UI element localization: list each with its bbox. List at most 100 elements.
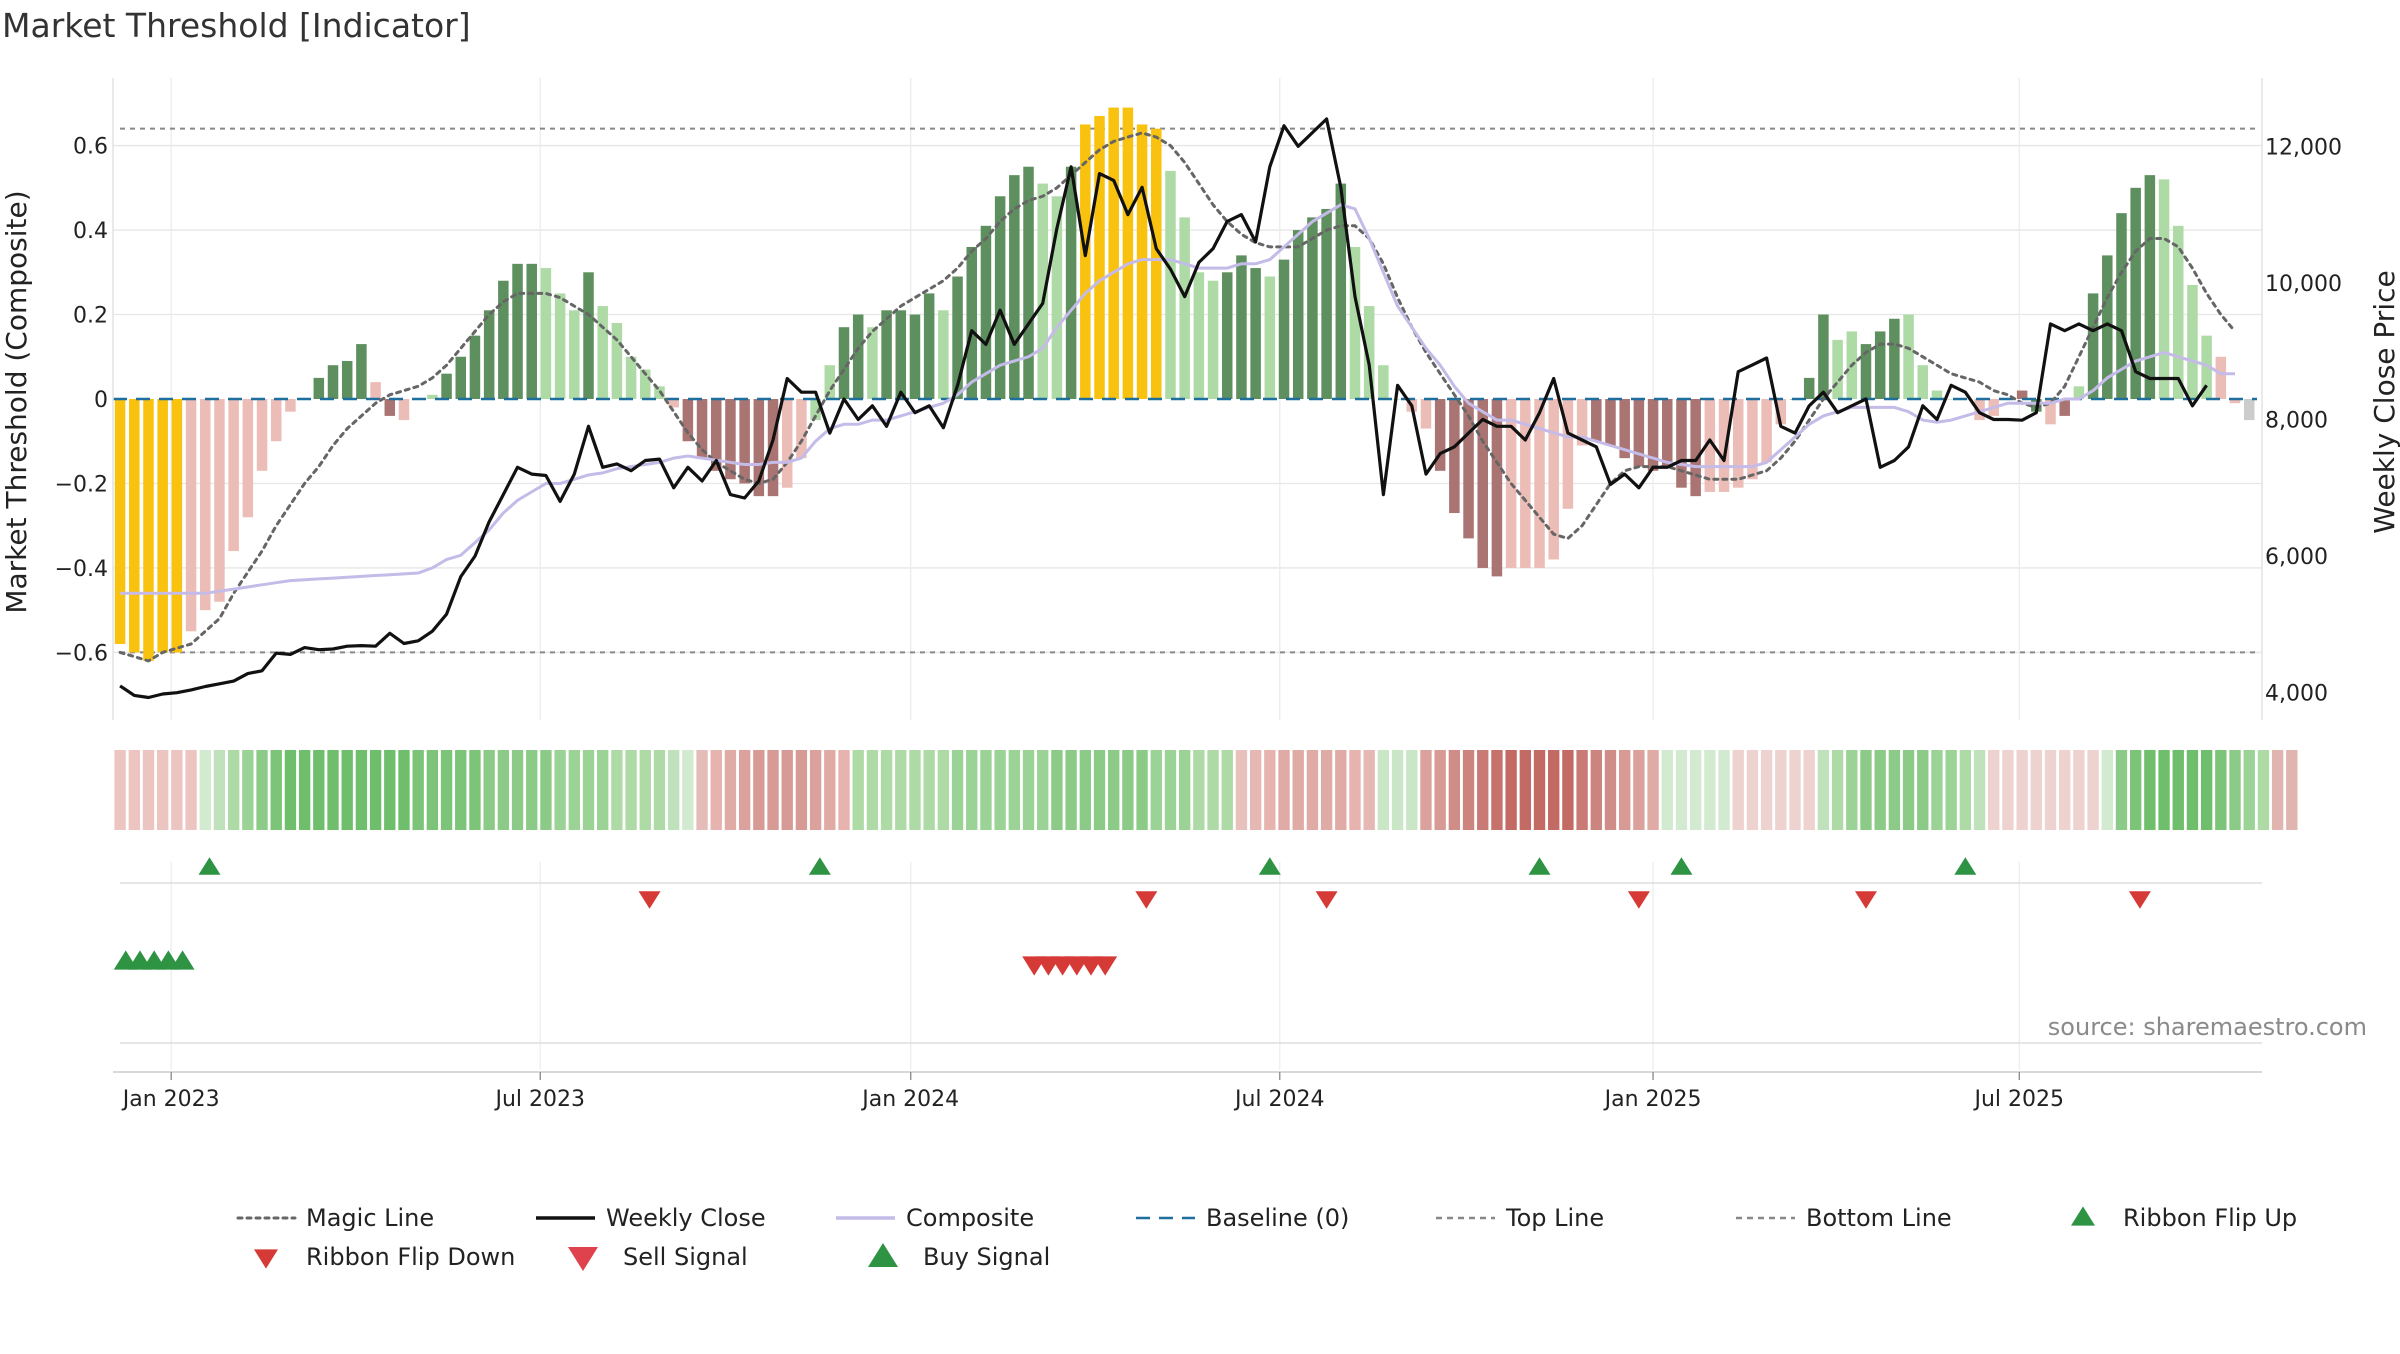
- composite-bar: [1136, 124, 1148, 400]
- ribbon-cell: [625, 750, 637, 830]
- ribbon-cell: [582, 750, 595, 830]
- composite-bar: [569, 310, 580, 399]
- composite-bar: [895, 310, 907, 399]
- composite-bar: [1449, 399, 1460, 514]
- composite-bar: [1051, 196, 1063, 399]
- ribbon-cell: [809, 750, 822, 830]
- ribbon-cell: [951, 750, 964, 830]
- ribbon-flip-down-marker: [1627, 891, 1650, 909]
- y-tick-label: −0.6: [55, 641, 108, 666]
- composite-bar: [1420, 399, 1432, 429]
- ribbon-cell: [157, 750, 169, 830]
- ribbon-cell: [369, 750, 382, 830]
- ribbon-cell: [1689, 750, 1702, 830]
- composite-bar: [1945, 399, 1957, 400]
- ribbon-cell: [526, 750, 538, 830]
- composite-bar: [313, 377, 325, 399]
- composite-bar: [711, 399, 722, 471]
- composite-bar: [980, 225, 992, 399]
- composite-bar: [1619, 399, 1630, 459]
- ribbon-cell: [426, 750, 439, 830]
- ribbon-cell: [313, 750, 325, 830]
- ribbon-cell: [1306, 750, 1319, 830]
- ribbon-cell: [781, 750, 793, 830]
- ribbon-cell: [1675, 750, 1688, 830]
- composite-bar: [952, 276, 963, 399]
- composite-bar: [1151, 128, 1162, 399]
- composite-bar: [739, 399, 750, 484]
- ribbon-cell: [1320, 750, 1333, 830]
- composite-bar: [625, 356, 637, 399]
- composite-bar: [1165, 170, 1176, 399]
- composite-bar: [1207, 280, 1219, 399]
- composite-bar: [1732, 399, 1744, 488]
- ribbon-flip-down-marker: [1854, 891, 1877, 909]
- composite-bar: [2201, 335, 2212, 399]
- x-tick-label: Jan 2025: [1603, 1087, 1702, 1112]
- composite-bar: [938, 310, 949, 399]
- composite-bar: [455, 356, 467, 399]
- ribbon-cell: [1619, 750, 1631, 830]
- composite-bar: [810, 399, 821, 421]
- ribbon-cell: [2229, 750, 2241, 830]
- composite-bar: [2130, 187, 2141, 399]
- ribbon-cell: [1732, 750, 1744, 830]
- ribbon-cell: [1178, 750, 1191, 830]
- y-tick-labels: −0.6 −0.4 −0.2 0 0.2 0.4 0.6: [55, 135, 108, 667]
- ribbon-cell: [2243, 750, 2255, 830]
- ribbon-cell: [753, 750, 765, 830]
- composite-bar: [781, 399, 793, 488]
- source-note: source: sharemaestro.com: [2048, 1013, 2367, 1041]
- ribbon-cell: [2257, 750, 2270, 830]
- composite-bar: [1491, 399, 1503, 577]
- ribbon-cell: [298, 750, 311, 830]
- composite-bar: [753, 399, 765, 497]
- reference-lines: [120, 127, 2257, 654]
- composite-bar: [498, 280, 509, 399]
- ribbon-cell: [1945, 750, 1957, 830]
- composite-bar: [1761, 399, 1772, 463]
- x-tick-label: Jan 2023: [121, 1087, 220, 1112]
- ribbon-cell: [2073, 750, 2085, 830]
- ribbon-cell: [199, 750, 211, 830]
- composite-bar: [909, 314, 921, 399]
- composite-bar: [1690, 399, 1701, 497]
- ribbon-flip-down-marker: [2128, 891, 2151, 909]
- composite-bar: [214, 399, 225, 602]
- ribbon-cell: [1917, 750, 1929, 830]
- legend-label: Ribbon Flip Up: [2123, 1204, 2297, 1232]
- ribbon-cell: [1533, 750, 1546, 830]
- x-tick-label: Jan 2024: [860, 1087, 959, 1112]
- composite-bar: [356, 344, 367, 399]
- ribbon-flip-up-marker: [1528, 857, 1551, 875]
- legend-swatch: [568, 1247, 598, 1271]
- ribbon-cell: [1448, 750, 1461, 830]
- ribbon-cell: [710, 750, 722, 830]
- ribbon-cell: [1519, 750, 1531, 830]
- ribbon-cell: [2271, 750, 2284, 830]
- ribbon-cell: [2030, 750, 2042, 830]
- composite-bar: [1108, 107, 1119, 399]
- composite-bar: [1605, 399, 1616, 446]
- ribbon-cell: [1633, 750, 1645, 830]
- composite-bar: [1718, 399, 1730, 492]
- ribbon-cell: [1391, 750, 1404, 830]
- composite-bar: [1122, 107, 1134, 399]
- legend-label: Baseline (0): [1206, 1204, 1349, 1232]
- ribbon-cell: [1093, 750, 1106, 830]
- composite-bar: [228, 399, 239, 552]
- ribbon-cell: [1988, 750, 2000, 830]
- composite-bar: [2087, 293, 2099, 399]
- y2-tick-label: 4,000: [2265, 682, 2328, 707]
- composite-bar: [1633, 399, 1645, 467]
- composite-bar: [1264, 276, 1276, 399]
- ribbon-cell: [1590, 750, 1602, 830]
- ribbon-cell: [412, 750, 424, 830]
- ribbon-cell: [213, 750, 226, 830]
- y-tick-label: 0.4: [73, 219, 108, 244]
- composite-bar: [1520, 399, 1531, 568]
- y-axis-label: Market Threshold (Composite): [0, 190, 33, 613]
- ribbon-cell: [1548, 750, 1560, 830]
